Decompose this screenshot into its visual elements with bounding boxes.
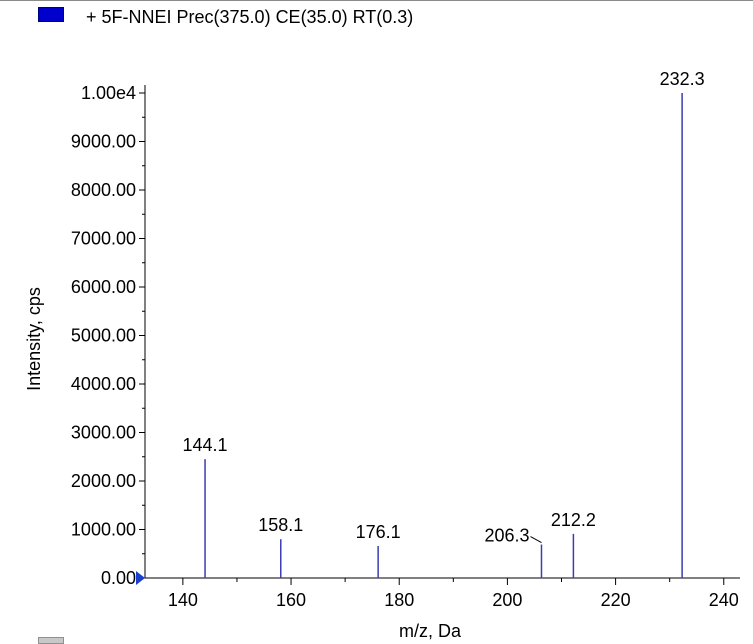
axes [144,85,740,579]
y-tick-label: 7000.00 [71,229,136,249]
top-border [0,0,753,1]
y-axis-ticks: 0.00 1000.00 2000.00 3000.00 4000.00 5000.00 6… [71,83,145,588]
x-tick-label: 180 [384,590,414,610]
x-tick-label: 220 [601,590,631,610]
y-tick-label: 8000.00 [71,180,136,200]
y-axis-label: Intensity, cps [24,287,44,391]
x-axis-label: m/z, Da [399,621,462,641]
y-tick-label: 6000.00 [71,277,136,297]
peak-label: 176.1 [356,522,401,542]
y-tick-label: 5000.00 [71,326,136,346]
y-tick-label: 3000.00 [71,423,136,443]
x-tick-label: 140 [168,590,198,610]
peak-label: 232.3 [660,69,705,89]
y-tick-label: 2000.00 [71,471,136,491]
peak-label: 144.1 [183,435,228,455]
legend-swatch [38,7,64,22]
y-tick-label: 1000.00 [71,520,136,540]
y-tick-label: 0.00 [101,568,136,588]
peak-label: 158.1 [258,515,303,535]
y-tick-label: 9000.00 [71,132,136,152]
lower-legend-swatch [38,637,64,644]
legend-label: + 5F-NNEI Prec(375.0) CE(35.0) RT(0.3) [86,7,414,27]
x-tick-label: 200 [492,590,522,610]
peak-leader-line [530,536,542,543]
x-axis-ticks: 140 160 180 200 220 240 [168,578,739,610]
y-tick-label: 4000.00 [71,374,136,394]
peaks: 144.1 158.1 176.1 206.3 212.2 232.3 [183,69,705,578]
peak-label: 206.3 [484,526,529,546]
peak-label: 212.2 [551,510,596,530]
x-tick-label: 240 [709,590,739,610]
x-tick-label: 160 [276,590,306,610]
y-tick-label: 1.00e4 [81,83,136,103]
axis-origin-marker [136,571,145,585]
